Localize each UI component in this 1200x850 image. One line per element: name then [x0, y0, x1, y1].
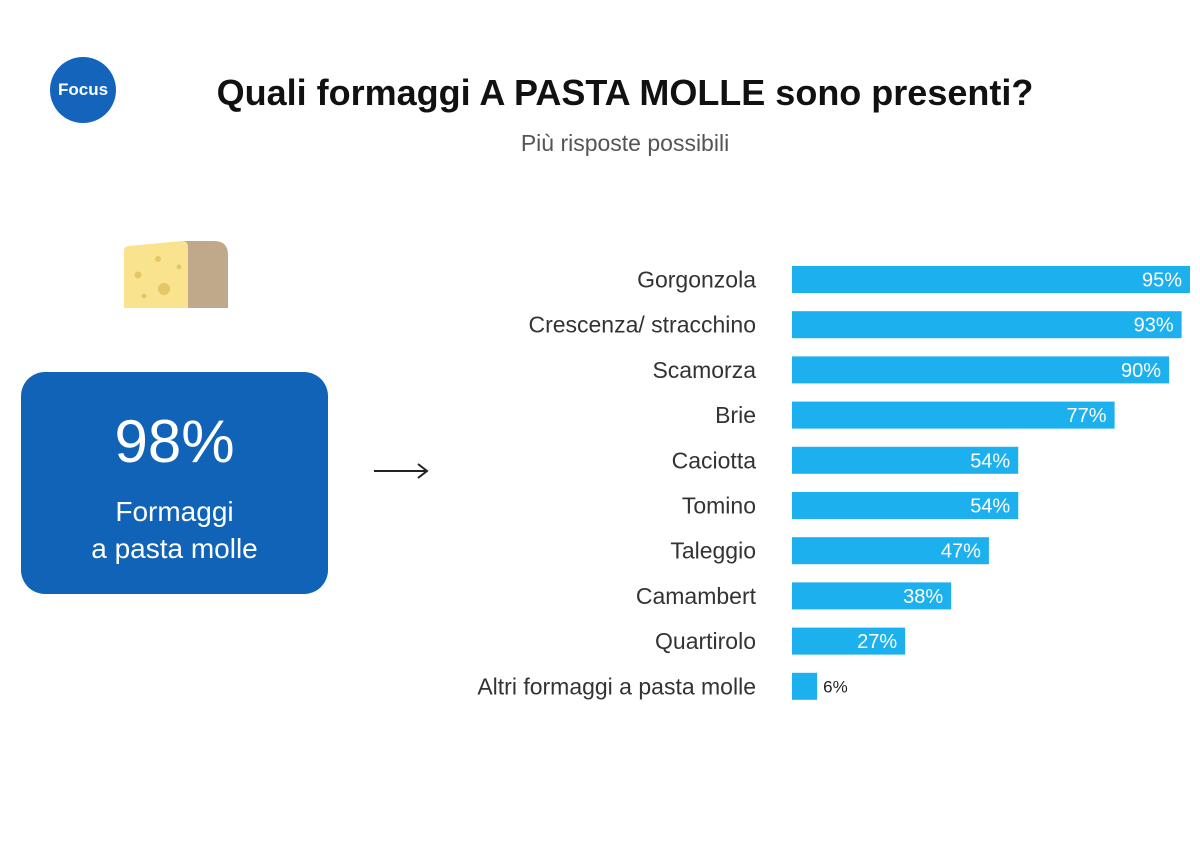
category-label: Caciotta	[672, 447, 757, 473]
category-label: Tomino	[682, 493, 756, 519]
summary-card: 98% Formaggi a pasta molle	[21, 372, 328, 594]
bar	[792, 401, 1115, 429]
bar	[792, 311, 1182, 339]
focus-logo-badge: Focus	[50, 57, 116, 123]
category-label: Gorgonzola	[637, 267, 756, 293]
category-label: Altri formaggi a pasta molle	[477, 673, 756, 699]
summary-value: 98%	[114, 408, 235, 475]
chart-subtitle: Più risposte possibili	[520, 130, 730, 156]
value-label: 77%	[1067, 405, 1107, 427]
cheese-wedge-icon	[124, 241, 228, 308]
arrow-right-icon	[374, 463, 429, 479]
bar	[792, 446, 1019, 474]
value-label: 47%	[941, 541, 981, 563]
summary-label-line2: a pasta molle	[91, 533, 258, 564]
value-label: 6%	[823, 677, 848, 696]
value-label: 95%	[1142, 270, 1182, 292]
value-label: 38%	[903, 586, 943, 608]
bar	[792, 356, 1170, 384]
category-label: Camambert	[636, 583, 757, 609]
bar	[792, 266, 1190, 293]
chart-title: Quali formaggi A PASTA MOLLE sono presen…	[216, 72, 1034, 113]
summary-label: Formaggi a pasta molle	[21, 493, 328, 567]
category-label: Quartirolo	[655, 628, 756, 654]
value-label: 54%	[970, 450, 1010, 472]
bar	[792, 537, 989, 565]
category-label: Scamorza	[652, 357, 756, 383]
value-label: 54%	[970, 496, 1010, 518]
category-label: Brie	[715, 402, 756, 428]
category-label: Crescenza/ stracchino	[528, 312, 756, 338]
bar	[792, 492, 1019, 519]
bar	[792, 627, 906, 655]
value-label: 93%	[1134, 315, 1174, 337]
value-label: 90%	[1121, 360, 1161, 382]
bar	[792, 582, 952, 610]
category-label: Taleggio	[670, 538, 756, 564]
value-label: 27%	[857, 631, 897, 653]
bar	[792, 672, 818, 700]
summary-label-line1: Formaggi	[115, 496, 234, 527]
